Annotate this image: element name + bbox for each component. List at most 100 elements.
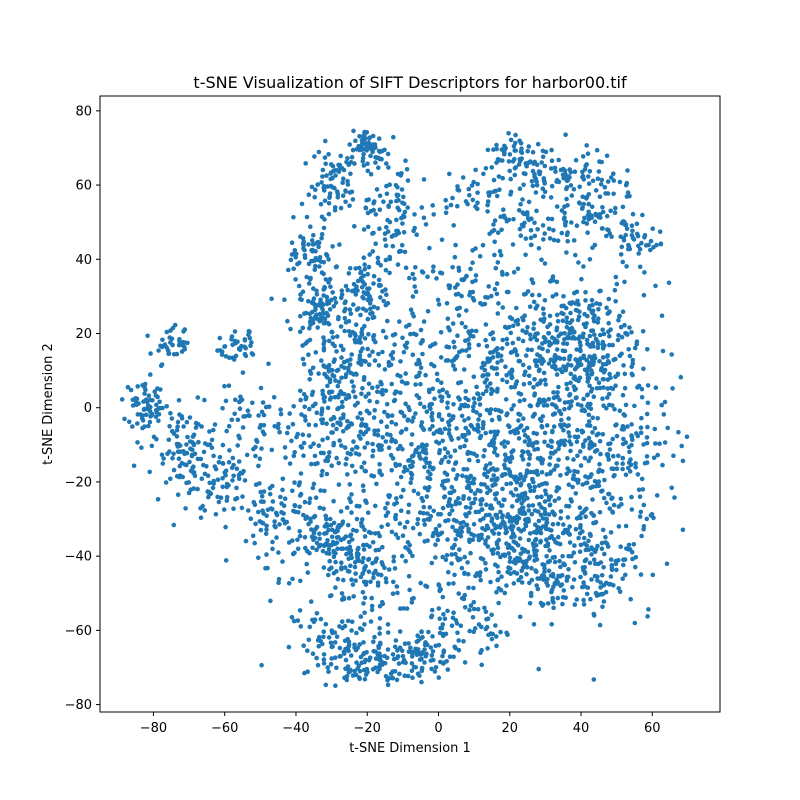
data-point bbox=[360, 346, 365, 351]
data-point bbox=[390, 652, 396, 657]
data-point bbox=[599, 177, 605, 183]
data-point bbox=[582, 455, 588, 461]
data-point bbox=[391, 398, 397, 404]
data-point bbox=[499, 358, 504, 363]
data-point bbox=[237, 436, 242, 441]
data-points bbox=[119, 128, 690, 688]
data-point bbox=[413, 382, 418, 387]
data-point bbox=[442, 616, 448, 622]
data-point bbox=[280, 476, 286, 482]
x-tick-label: 60 bbox=[644, 721, 661, 736]
data-point bbox=[309, 461, 314, 467]
data-point bbox=[268, 598, 273, 604]
data-point bbox=[527, 531, 533, 536]
data-point bbox=[286, 267, 291, 273]
data-point bbox=[485, 535, 491, 540]
data-point bbox=[324, 421, 329, 427]
data-point bbox=[439, 380, 444, 386]
data-point bbox=[389, 467, 395, 473]
data-point bbox=[389, 529, 395, 535]
data-point bbox=[564, 178, 570, 184]
data-point bbox=[361, 163, 367, 168]
data-point bbox=[521, 381, 527, 387]
data-point bbox=[632, 345, 638, 351]
data-point bbox=[421, 504, 427, 510]
data-point bbox=[608, 208, 613, 214]
data-point bbox=[512, 347, 518, 352]
data-point bbox=[383, 257, 389, 263]
data-point bbox=[504, 373, 509, 378]
data-point bbox=[397, 671, 402, 677]
data-point bbox=[343, 283, 349, 289]
data-point bbox=[489, 417, 495, 423]
data-point bbox=[326, 201, 332, 206]
data-point bbox=[376, 277, 382, 283]
data-point bbox=[559, 208, 565, 213]
data-point bbox=[507, 555, 513, 561]
data-point bbox=[470, 197, 476, 203]
data-point bbox=[577, 347, 583, 352]
data-point bbox=[458, 445, 463, 450]
data-point bbox=[438, 659, 443, 665]
data-point bbox=[329, 463, 335, 469]
data-point bbox=[650, 226, 655, 231]
data-point bbox=[604, 541, 610, 547]
data-point bbox=[607, 447, 613, 452]
data-point bbox=[242, 478, 248, 483]
data-point bbox=[437, 616, 443, 621]
data-point bbox=[613, 383, 618, 389]
data-point bbox=[559, 303, 564, 309]
data-point bbox=[298, 388, 303, 394]
data-point bbox=[526, 373, 532, 379]
data-point bbox=[366, 362, 372, 368]
data-point bbox=[326, 280, 331, 285]
data-point bbox=[588, 455, 593, 461]
data-point bbox=[520, 362, 526, 368]
data-point bbox=[346, 329, 352, 334]
data-point bbox=[598, 182, 604, 187]
data-point bbox=[595, 543, 600, 549]
data-point bbox=[504, 630, 509, 636]
data-point bbox=[311, 481, 317, 487]
data-point bbox=[439, 398, 445, 404]
data-point bbox=[307, 326, 312, 331]
data-point bbox=[583, 289, 588, 295]
data-point bbox=[304, 214, 310, 220]
data-point bbox=[637, 247, 643, 252]
data-point bbox=[220, 460, 225, 466]
data-point bbox=[619, 502, 624, 507]
data-point bbox=[362, 445, 368, 450]
data-point bbox=[307, 496, 313, 501]
data-point bbox=[410, 651, 415, 657]
data-point bbox=[453, 528, 458, 533]
data-point bbox=[223, 398, 229, 404]
data-point bbox=[577, 449, 583, 454]
data-point bbox=[653, 283, 658, 289]
x-tick-label: 0 bbox=[434, 721, 442, 736]
data-point bbox=[483, 538, 488, 543]
data-point bbox=[564, 315, 570, 321]
data-point bbox=[371, 415, 377, 420]
data-point bbox=[355, 556, 361, 562]
data-point bbox=[168, 476, 173, 482]
data-point bbox=[298, 397, 303, 403]
data-point bbox=[401, 194, 406, 200]
data-point bbox=[356, 360, 361, 366]
data-point bbox=[378, 263, 384, 268]
data-point bbox=[451, 223, 457, 228]
data-point bbox=[476, 622, 482, 627]
data-point bbox=[462, 571, 467, 576]
data-point bbox=[314, 611, 320, 616]
data-point bbox=[321, 396, 327, 401]
data-point bbox=[308, 599, 314, 604]
data-point bbox=[507, 370, 512, 375]
data-point bbox=[592, 426, 598, 431]
data-point bbox=[380, 392, 385, 397]
data-point bbox=[303, 418, 308, 423]
data-point bbox=[333, 585, 338, 590]
data-point bbox=[565, 230, 570, 235]
data-point bbox=[586, 181, 592, 186]
data-point bbox=[516, 208, 522, 213]
data-point bbox=[562, 400, 568, 405]
data-point bbox=[515, 317, 521, 323]
